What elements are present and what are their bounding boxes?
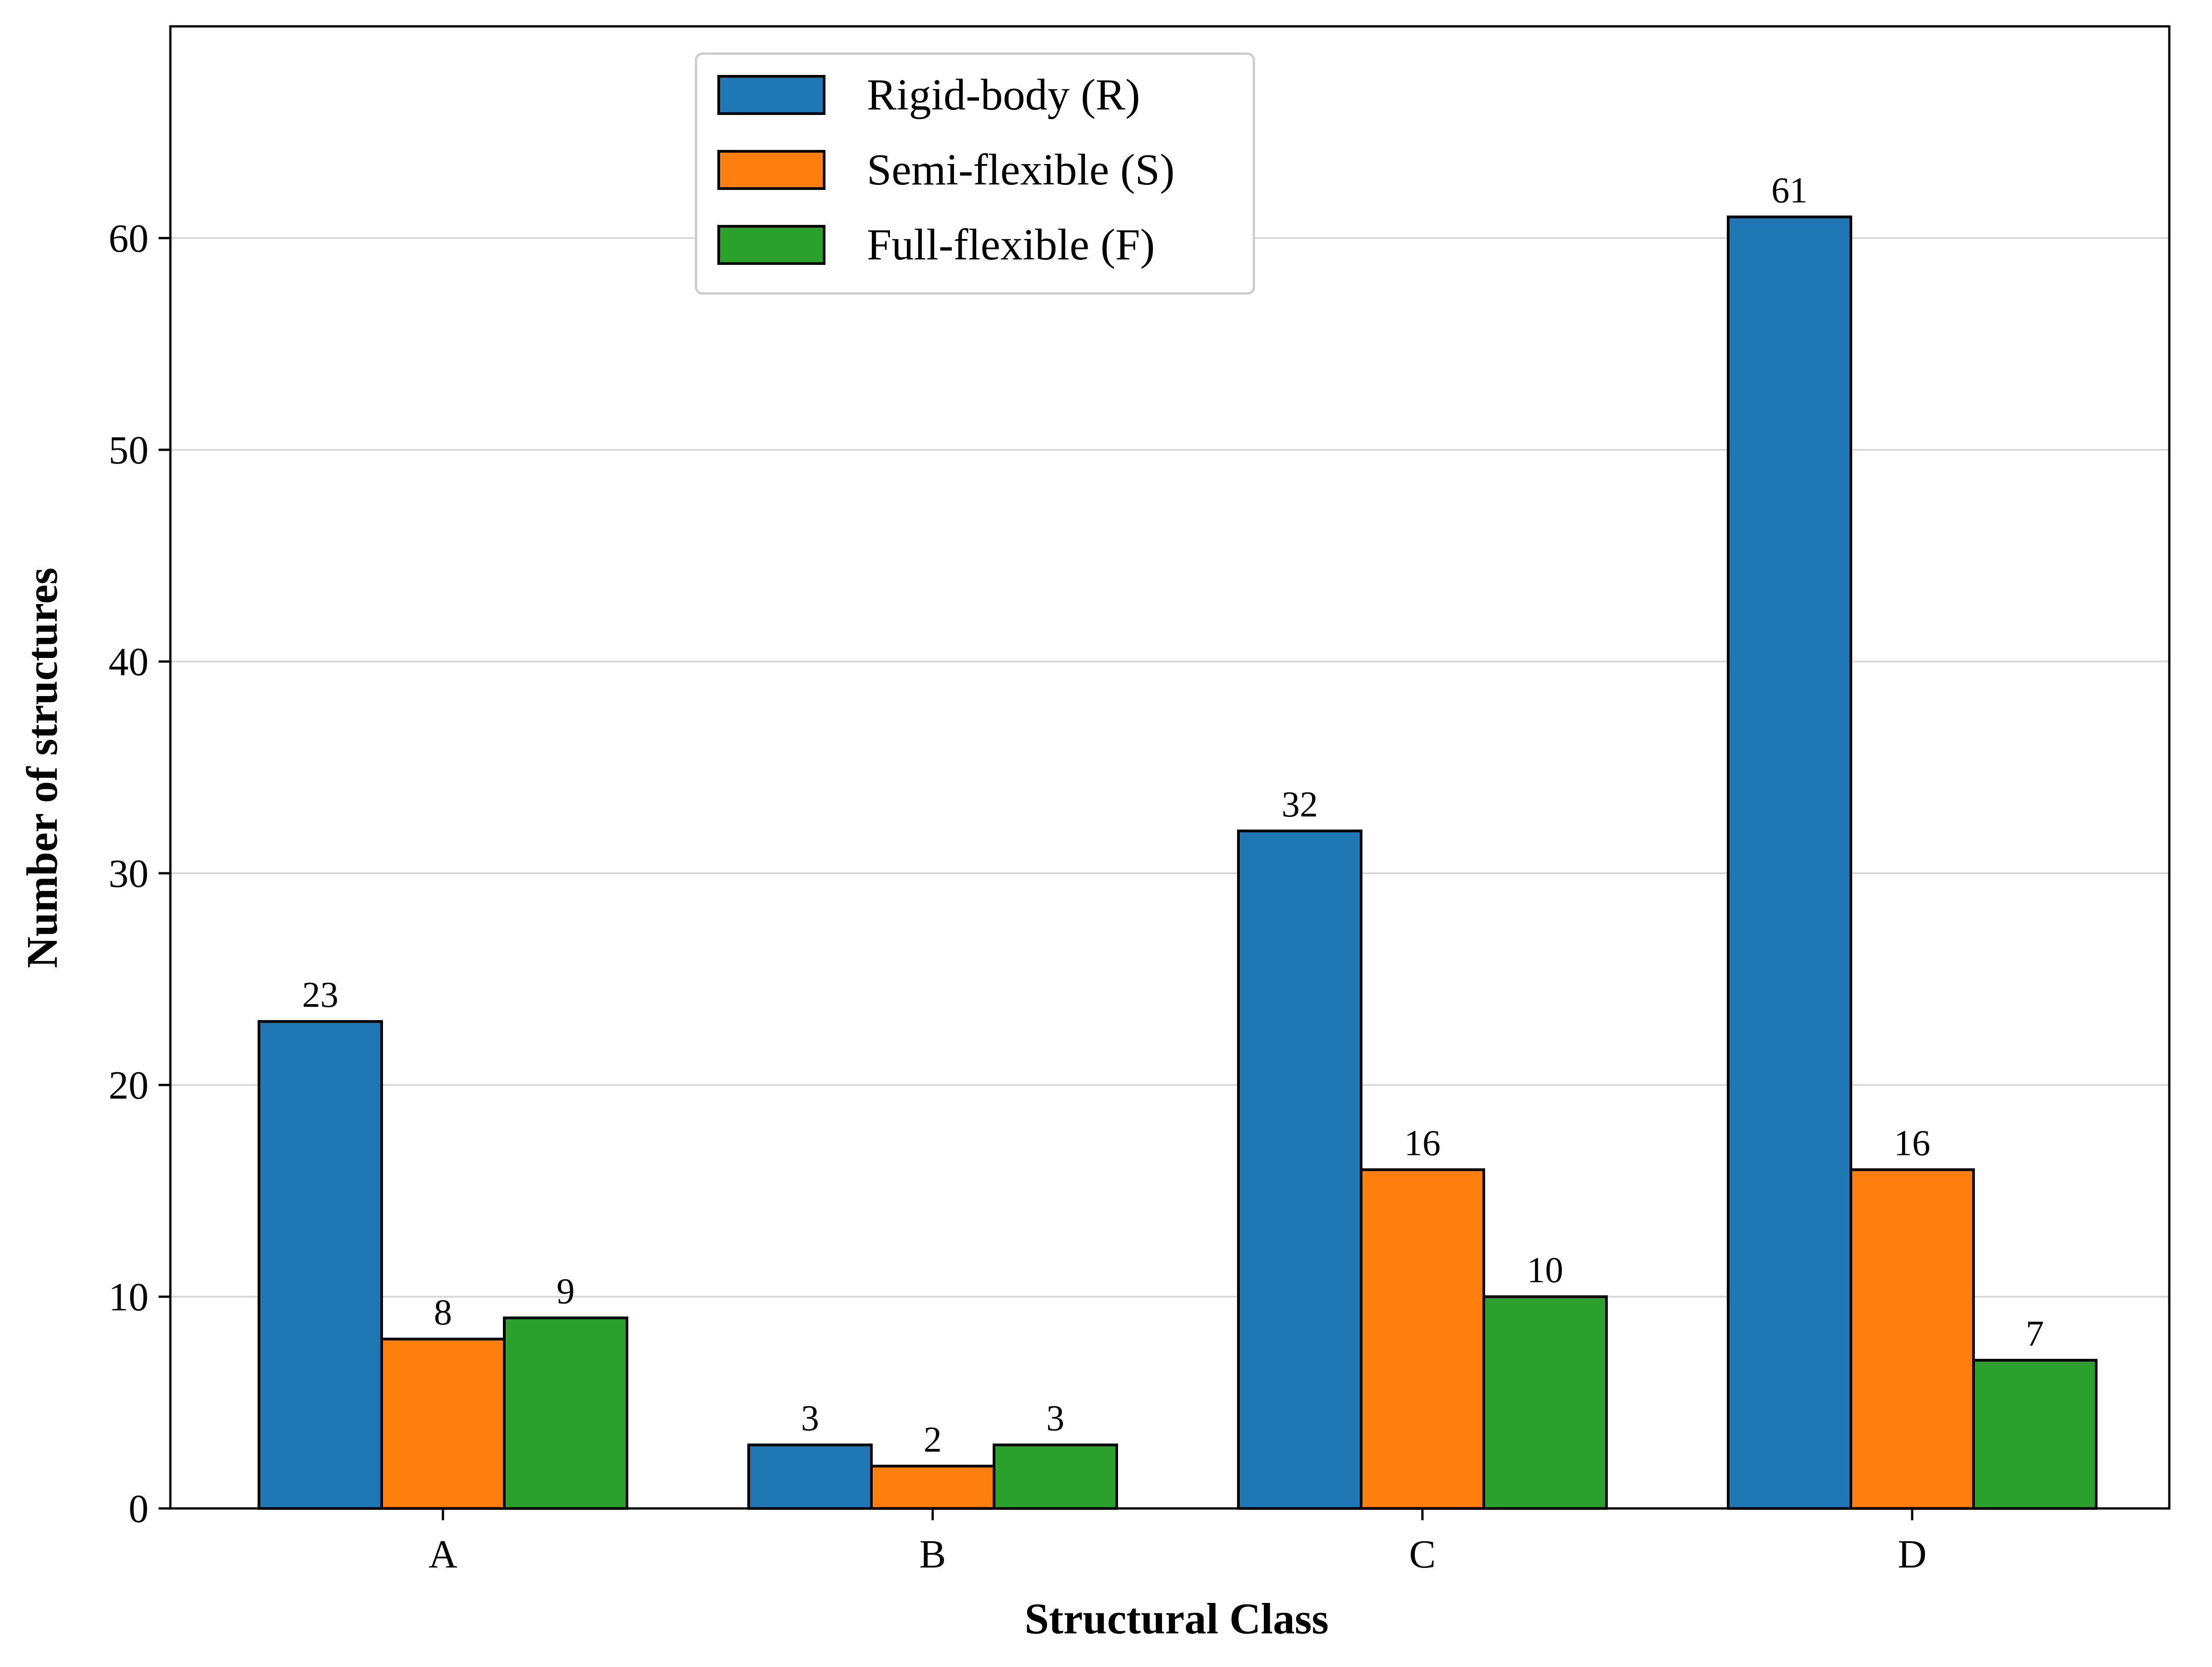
legend-label-3: Full-flexible (F) (867, 220, 1155, 269)
legend-label-1: Rigid-body (R) (867, 70, 1140, 119)
bar-a-series-2 (380, 1338, 506, 1510)
bar-d-series-1 (1727, 215, 1852, 1510)
data-label-d-series-3: 7 (2026, 1314, 2044, 1354)
y-tick-label: 30 (109, 852, 149, 896)
plot-frame (169, 25, 2171, 1510)
data-label-a-series-3: 9 (557, 1272, 575, 1312)
data-label-b-series-2: 2 (924, 1420, 942, 1460)
x-tick-label-a: A (428, 1533, 457, 1577)
y-axis-title: Number of structures (18, 567, 66, 968)
bar-b-series-2 (870, 1464, 995, 1510)
data-label-d-series-1: 61 (1771, 170, 1808, 210)
bar-c-series-3 (1482, 1295, 1608, 1510)
bar-d-series-2 (1849, 1168, 1975, 1510)
legend-swatch-1 (717, 75, 825, 115)
y-axis: 0 10 20 30 40 50 60 (109, 217, 170, 1531)
bar-c-series-2 (1360, 1168, 1485, 1510)
data-label-d-series-2: 16 (1894, 1123, 1930, 1163)
legend-box (695, 52, 1255, 295)
bar-b-series-3 (993, 1443, 1118, 1510)
legend: Rigid-body (R) Semi-flexible (S) Full-flex… (695, 52, 1255, 295)
y-tick-label: 0 (129, 1487, 149, 1531)
y-tick-label: 60 (109, 217, 149, 261)
data-label-c-series-3: 10 (1527, 1250, 1563, 1290)
data-label-b-series-1: 3 (801, 1398, 819, 1438)
y-tick-label: 20 (109, 1064, 149, 1108)
bar-b-series-1 (747, 1443, 873, 1510)
y-tick-label: 40 (109, 640, 149, 684)
data-label-a-series-2: 8 (434, 1293, 452, 1333)
legend-label-2: Semi-flexible (S) (867, 145, 1175, 194)
bar-a-series-1 (258, 1020, 383, 1510)
bar-d-series-3 (1972, 1358, 2098, 1510)
x-axis-title: Structural Class (1024, 1594, 1328, 1643)
x-tick-label-c: C (1409, 1533, 1436, 1577)
x-tick-label-d: D (1898, 1533, 1927, 1577)
data-label-a-series-1: 23 (302, 975, 338, 1015)
bar-c-series-1 (1237, 829, 1362, 1510)
y-tick-label: 10 (109, 1275, 149, 1319)
data-label-c-series-2: 16 (1404, 1123, 1441, 1163)
y-tick-label: 50 (109, 428, 149, 473)
bars (258, 215, 2098, 1510)
data-label-c-series-1: 32 (1282, 785, 1318, 825)
legend-swatch-3 (717, 225, 825, 265)
data-label-b-series-3: 3 (1046, 1398, 1064, 1438)
x-axis: A B C D (428, 1508, 1927, 1577)
bar-a-series-3 (503, 1316, 628, 1510)
x-tick-label-b: B (920, 1533, 946, 1577)
legend-swatch-2 (717, 150, 825, 190)
